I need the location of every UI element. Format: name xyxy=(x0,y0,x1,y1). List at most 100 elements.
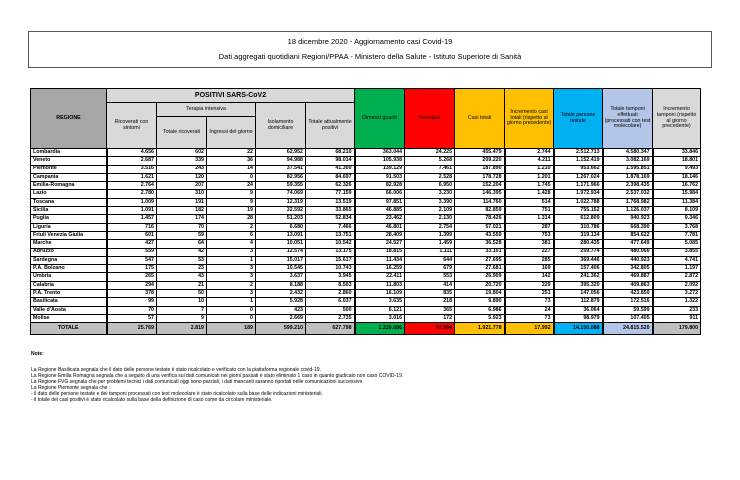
region-cell: Toscana xyxy=(30,197,108,208)
value-cell: 2.512.713 xyxy=(553,147,604,158)
value-cell: 53 xyxy=(156,255,207,266)
value-cell: 3 xyxy=(206,272,256,282)
value-cell: 5.923 xyxy=(454,313,506,324)
value-cell: 13.091 xyxy=(255,230,306,241)
value-cell: 11.384 xyxy=(652,197,702,208)
value-cell: 2.754 xyxy=(404,222,456,232)
value-cell: 12.319 xyxy=(255,197,306,208)
value-cell: 4.656 xyxy=(106,147,157,158)
value-cell: 2.130 xyxy=(404,214,456,224)
value-cell: 28.409 xyxy=(354,230,406,241)
value-cell: 66.006 xyxy=(354,189,406,199)
value-cell: 1.009 xyxy=(106,197,157,208)
region-cell: Piemonte xyxy=(30,164,108,174)
value-cell: 6.121 xyxy=(354,305,406,315)
value-cell: 23 xyxy=(156,264,207,274)
value-cell: 911 xyxy=(652,313,702,324)
report-title: 18 dicembre 2020 - Aggiornamento casi Co… xyxy=(287,37,453,46)
totals-row: TOTALE 25.769 2.819 189 599.210 627.798 1.226.… xyxy=(30,322,702,336)
value-cell: 23.462 xyxy=(354,214,406,224)
header-totale-ricoverati: Totale ricoverati xyxy=(156,116,207,149)
value-cell: 182 xyxy=(156,206,207,216)
value-cell: 547 xyxy=(106,255,157,266)
region-cell: Basilicata xyxy=(30,297,108,307)
value-cell: 2.432 xyxy=(255,289,306,299)
value-cell: 157.406 xyxy=(553,264,604,274)
value-cell: 43 xyxy=(156,272,207,282)
value-cell: 152.204 xyxy=(454,181,506,191)
value-cell: 175 xyxy=(106,264,157,274)
value-cell: 70 xyxy=(106,305,157,315)
regional-data-table: REGIONE POSITIVI SARS-CoV2 Dimessi guari… xyxy=(30,88,702,336)
value-cell: 3 xyxy=(206,264,256,274)
value-cell: 9.890 xyxy=(454,297,506,307)
value-cell: 2.780 xyxy=(106,189,157,199)
region-cell: Lazio xyxy=(30,189,108,199)
value-cell: 18.815 xyxy=(354,247,406,257)
value-cell: 10 xyxy=(156,297,207,307)
value-cell: 73 xyxy=(504,297,555,307)
value-cell: 280.435 xyxy=(553,239,604,249)
value-cell: 13.519 xyxy=(304,197,356,208)
table-row: Campania 1.621 120 0 82.956 84.697 91.503 2.528… xyxy=(30,172,702,183)
value-cell: 179.800 xyxy=(652,322,702,336)
value-cell: 62.952 xyxy=(255,147,306,158)
table-row: Piemonte 3.516 243 14 37.541 41.300 139.129 7.4… xyxy=(30,164,702,174)
value-cell: 427 xyxy=(106,239,157,249)
value-cell: 191 xyxy=(156,197,207,208)
value-cell: 3.272 xyxy=(652,289,702,299)
value-cell: 3.016 xyxy=(354,313,406,324)
value-cell: 42 xyxy=(156,247,207,257)
value-cell: 16.109 xyxy=(354,289,406,299)
header-regione: REGIONE xyxy=(30,88,107,149)
value-cell: 5.085 xyxy=(652,239,702,249)
value-cell: 46.885 xyxy=(354,206,406,216)
value-cell: 172.516 xyxy=(602,297,654,307)
value-cell: 3.082.169 xyxy=(602,156,654,166)
value-cell: 369.446 xyxy=(553,255,604,266)
value-cell: 241.362 xyxy=(553,272,604,282)
value-cell: 22.411 xyxy=(354,272,406,282)
value-cell: 84.697 xyxy=(304,172,356,183)
value-cell: 1.210 xyxy=(504,164,555,174)
value-cell: 3.768 xyxy=(652,222,702,232)
value-cell: 207 xyxy=(156,181,207,191)
value-cell: 3.855 xyxy=(652,247,702,257)
value-cell: 285 xyxy=(504,255,555,266)
header-ricoverati: Ricoverati con sintomi xyxy=(106,102,157,149)
value-cell: 1.197 xyxy=(652,264,702,274)
table-row: Calabria 294 21 2 8.188 8.503 11.803 414 20.720 2… xyxy=(30,280,702,291)
table-row: Molise 57 9 0 2.669 2.735 3.016 172 5.923 73 98.97… xyxy=(30,313,702,324)
value-cell: 599.210 xyxy=(255,322,306,336)
value-cell: 105.938 xyxy=(354,156,406,166)
table-row: Lazio 2.780 310 9 74.069 77.159 66.006 3.230 146… xyxy=(30,189,702,199)
value-cell: 0 xyxy=(206,313,256,324)
value-cell: 342.805 xyxy=(602,264,654,274)
value-cell: 1.267.024 xyxy=(553,172,604,183)
value-cell: 2.398.435 xyxy=(602,181,654,191)
value-cell: 2.735 xyxy=(304,313,356,324)
table-row: Puglia 1.457 174 28 51.203 52.834 23.462 2.130 7… xyxy=(30,214,702,224)
value-cell: 227 xyxy=(504,247,555,257)
value-cell: 612.809 xyxy=(553,214,604,224)
value-cell: 414 xyxy=(404,280,456,291)
value-cell: 16.762 xyxy=(652,181,702,191)
header-ingressi: Ingressi del giorno xyxy=(206,116,256,149)
value-cell: 2.109 xyxy=(404,206,456,216)
table-row: Marche 427 64 4 10.051 10.542 24.527 1.459 36.52… xyxy=(30,239,702,249)
value-cell: 259.774 xyxy=(553,247,604,257)
value-cell: 16.259 xyxy=(354,264,406,274)
region-cell: Molise xyxy=(30,313,108,324)
value-cell: 3.637 xyxy=(255,272,306,282)
value-cell: 9.493 xyxy=(652,164,702,174)
region-cell: P.A. Bolzano xyxy=(30,264,108,274)
value-cell: 19.804 xyxy=(454,289,506,299)
value-cell: 2.687 xyxy=(106,156,157,166)
region-cell: P.A. Trento xyxy=(30,289,108,299)
value-cell: 172 xyxy=(404,313,456,324)
value-cell: 178.728 xyxy=(454,172,506,183)
value-cell: 15.617 xyxy=(304,255,356,266)
value-cell: 13.175 xyxy=(304,247,356,257)
header-dimessi: Dimessi guariti xyxy=(354,88,406,149)
table-row: Sicilia 1.091 182 19 32.592 33.865 46.885 2.109… xyxy=(30,206,702,216)
